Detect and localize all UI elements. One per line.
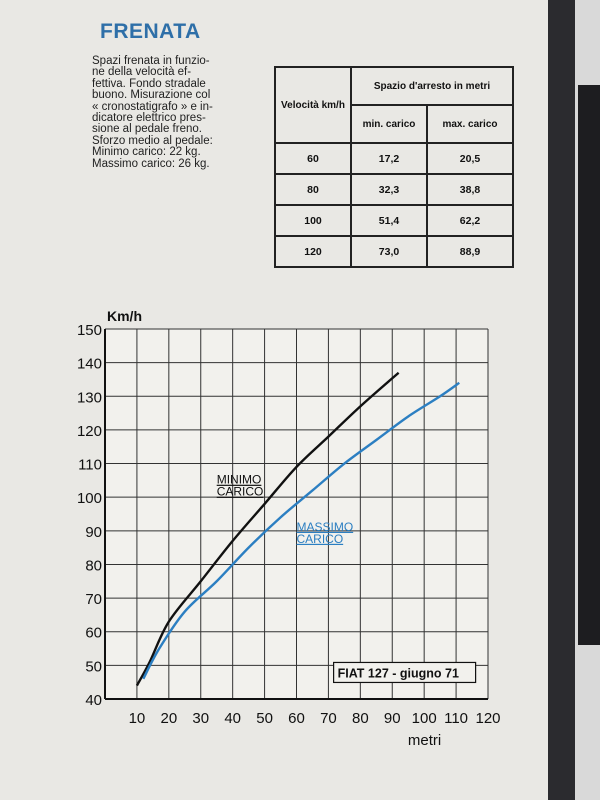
x-tick-label: 30	[192, 710, 209, 727]
y-tick-label: 60	[85, 625, 102, 642]
x-tick-label: 120	[475, 710, 500, 727]
table-row: 80 32,3 38,8	[274, 173, 514, 206]
cell-speed: 60	[274, 142, 352, 175]
x-tick-label: 50	[256, 710, 273, 727]
y-tick-label: 80	[85, 557, 102, 574]
y-tick-label: 70	[85, 591, 102, 608]
y-tick-label: 50	[85, 658, 102, 675]
x-tick-label: 60	[288, 710, 305, 727]
cell-max: 20,5	[426, 142, 514, 175]
cell-min: 73,0	[350, 235, 428, 268]
y-tick-label: 110	[78, 457, 102, 474]
x-tick-label: 110	[444, 710, 468, 727]
x-axis-label: metri	[408, 732, 441, 749]
y-tick-label: 130	[77, 389, 102, 406]
header-min-load: min. carico	[350, 104, 428, 144]
description-line: Sforzo medio al pedale:	[92, 134, 213, 147]
cell-max: 38,8	[426, 173, 514, 206]
table-row: 60 17,2 20,5	[274, 142, 514, 175]
header-stopping-distance: Spazio d'arresto in metri	[350, 66, 514, 106]
description-text: Spazi frenata in funzio- ne della veloci…	[92, 55, 254, 170]
description-line: fettiva. Fondo stradale	[92, 77, 206, 90]
y-tick-label: 120	[77, 423, 102, 440]
series-label-minimo-carico: MINIMO	[217, 473, 262, 487]
braking-table: Velocità km/h Spazio d'arresto in metri …	[274, 66, 514, 268]
cell-speed: 80	[274, 173, 352, 206]
description-line: « cronostatigrafo » e in-	[92, 100, 213, 113]
cell-min: 17,2	[350, 142, 428, 175]
description-line: Spazi frenata in funzio-	[92, 55, 210, 67]
y-tick-label: 140	[77, 356, 102, 373]
series-line-massimo-carico	[142, 381, 460, 680]
description-line: Minimo carico: 22 kg.	[92, 146, 201, 159]
cell-speed: 100	[274, 204, 352, 237]
table-row: 120 73,0 88,9	[274, 235, 514, 268]
description-line: dicatore elettrico pres-	[92, 112, 206, 125]
cell-max: 88,9	[426, 235, 514, 268]
next-page-dark-band	[578, 85, 600, 645]
y-tick-label: 100	[77, 490, 102, 507]
x-tick-label: 90	[384, 710, 401, 727]
cell-min: 32,3	[350, 173, 428, 206]
cell-min: 51,4	[350, 204, 428, 237]
x-tick-label: 40	[224, 710, 241, 727]
x-tick-label: 20	[160, 710, 177, 727]
series-label-massimo-carico: MASSIMO	[297, 520, 354, 534]
y-tick-label: 150	[77, 322, 102, 339]
x-tick-label: 10	[129, 710, 146, 727]
annotation-box	[333, 661, 477, 684]
braking-chart: 10 20 30 40 50 60 70 80 90 100 110 120 40 50 60 70 80 90 1…	[77, 308, 501, 749]
series-label-massimo-carico: CARICO	[297, 532, 344, 546]
x-tick-label: 80	[352, 710, 369, 727]
header-max-load: max. carico	[426, 104, 514, 144]
series-line-minimo-carico	[135, 371, 400, 687]
cell-max: 62,2	[426, 204, 514, 237]
x-tick-label: 100	[412, 710, 437, 727]
table-row: 100 51,4 62,2	[274, 204, 514, 237]
description-line: sione al pedale freno.	[92, 123, 202, 136]
x-tick-label: 70	[320, 710, 337, 727]
page-title: FRENATA	[100, 20, 201, 43]
cell-speed: 120	[274, 235, 352, 268]
y-tick-label: 90	[85, 524, 102, 541]
description-line: Massimo carico: 26 kg.	[92, 157, 210, 170]
y-tick-label: 40	[85, 692, 102, 709]
description-line: buono. Misurazione col	[92, 89, 211, 102]
header-speed: Velocità km/h	[274, 66, 352, 144]
y-axis-label: Km/h	[107, 308, 142, 324]
chart-annotation: FIAT 127 - giugno 71	[338, 666, 459, 680]
description-line: ne della velocità ef-	[92, 66, 192, 79]
series-label-minimo-carico: CARICO	[217, 485, 264, 499]
